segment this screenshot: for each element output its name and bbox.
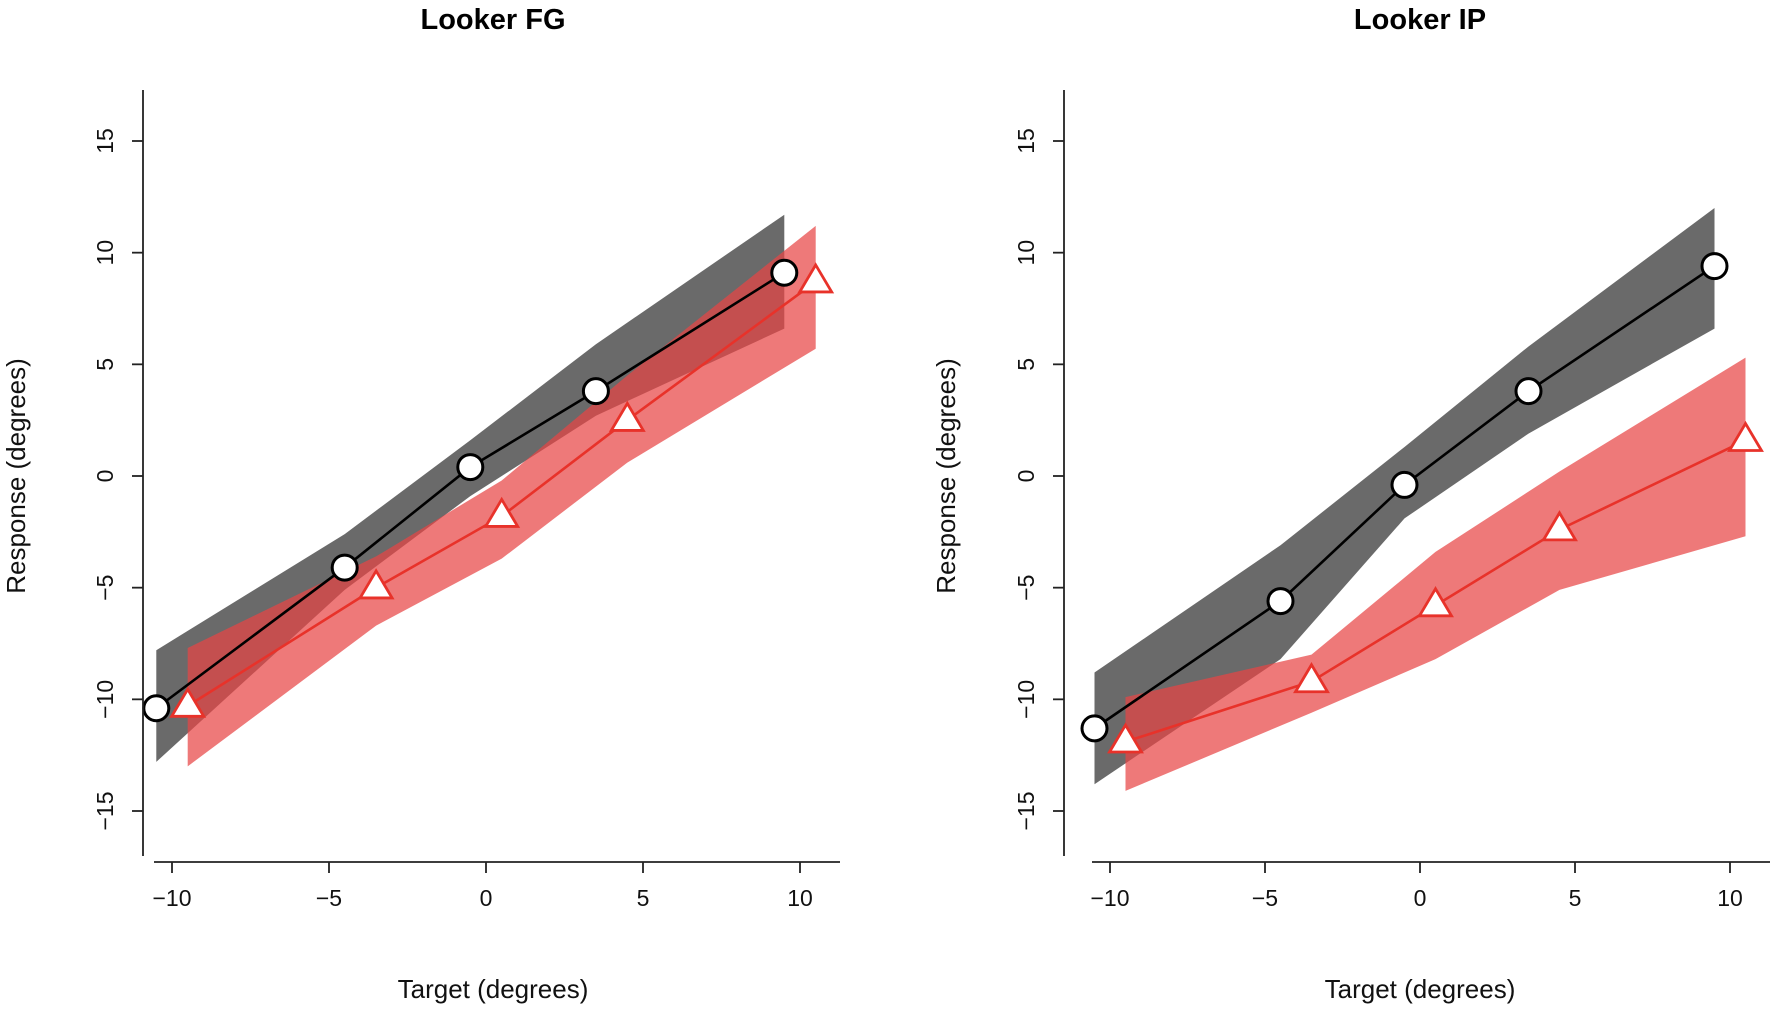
circle-data-point: [581, 377, 610, 406]
x-tick-label: −10: [152, 885, 191, 911]
triangle-data-point: [1417, 586, 1454, 618]
circle-data-point: [1390, 470, 1419, 499]
y-tick-label: −5: [92, 575, 118, 601]
triangle-data-point: [357, 568, 395, 600]
triangle-data-point: [1293, 661, 1330, 694]
x-tick-label: 5: [637, 885, 650, 911]
circle-data-point: [456, 453, 485, 482]
y-axis-label: Response (degrees): [1, 358, 31, 594]
red-confidence-band: [187, 225, 816, 767]
panel-looker-ip: Looker IP −15 −10 −5 0 5 10 15 −10 −5 0 5 10 Target (…: [931, 4, 1770, 1004]
circle-data-point: [1266, 587, 1295, 616]
y-tick-label: 0: [92, 470, 118, 483]
x-tick-label: −10: [1090, 885, 1129, 911]
circle-data-point: [1080, 714, 1109, 743]
black-confidence-band: [156, 214, 785, 762]
y-tick-label: 15: [92, 128, 118, 154]
y-tick-label: −10: [1013, 680, 1039, 719]
triangle-data-point: [1107, 722, 1144, 754]
x-tick-label: 5: [1569, 885, 1582, 911]
x-tick-label: 0: [480, 885, 493, 911]
y-tick-label: −5: [1013, 575, 1039, 601]
y-tick-label: 10: [1013, 240, 1039, 266]
x-tick-label: 0: [1414, 885, 1427, 911]
circle-data-point: [330, 553, 359, 582]
x-tick-label: 10: [787, 885, 813, 911]
x-tick-label: −5: [1252, 885, 1278, 911]
y-tick-label: −15: [92, 791, 118, 830]
y-tick-label: 5: [1013, 358, 1039, 371]
circle-data-point: [1514, 377, 1543, 406]
x-tick-label: 10: [1717, 885, 1743, 911]
triangle-data-point: [169, 686, 207, 718]
triangle-data-point: [608, 400, 646, 432]
y-tick-label: −10: [92, 680, 118, 719]
y-tick-label: 0: [1013, 470, 1039, 483]
red-confidence-band: [1125, 357, 1746, 791]
triangle-data-point: [797, 262, 835, 294]
x-axis-label: Target (degrees): [398, 974, 589, 1004]
x-axis-label: Target (degrees): [1325, 974, 1516, 1004]
circle-data-point: [770, 258, 799, 287]
y-tick-label: −15: [1013, 791, 1039, 830]
circle-data-point: [142, 694, 171, 723]
circle-data-point: [1700, 252, 1729, 281]
x-tick-label: −5: [316, 885, 342, 911]
y-tick-label: 15: [1013, 128, 1039, 154]
triangle-data-point: [1541, 510, 1578, 542]
triangle-data-point: [1727, 420, 1764, 452]
panel-looker-fg: Looker FG −15 −10 −5 0 5 10 15 −10 −5 0 5 10 Target (…: [1, 4, 840, 1004]
chart-title: Looker FG: [420, 4, 565, 36]
y-axis-label: Response (degrees): [931, 358, 961, 594]
chart-title: Looker IP: [1354, 4, 1486, 36]
y-tick-label: 10: [92, 240, 118, 266]
y-tick-label: 5: [92, 358, 118, 371]
triangle-data-point: [483, 496, 521, 528]
